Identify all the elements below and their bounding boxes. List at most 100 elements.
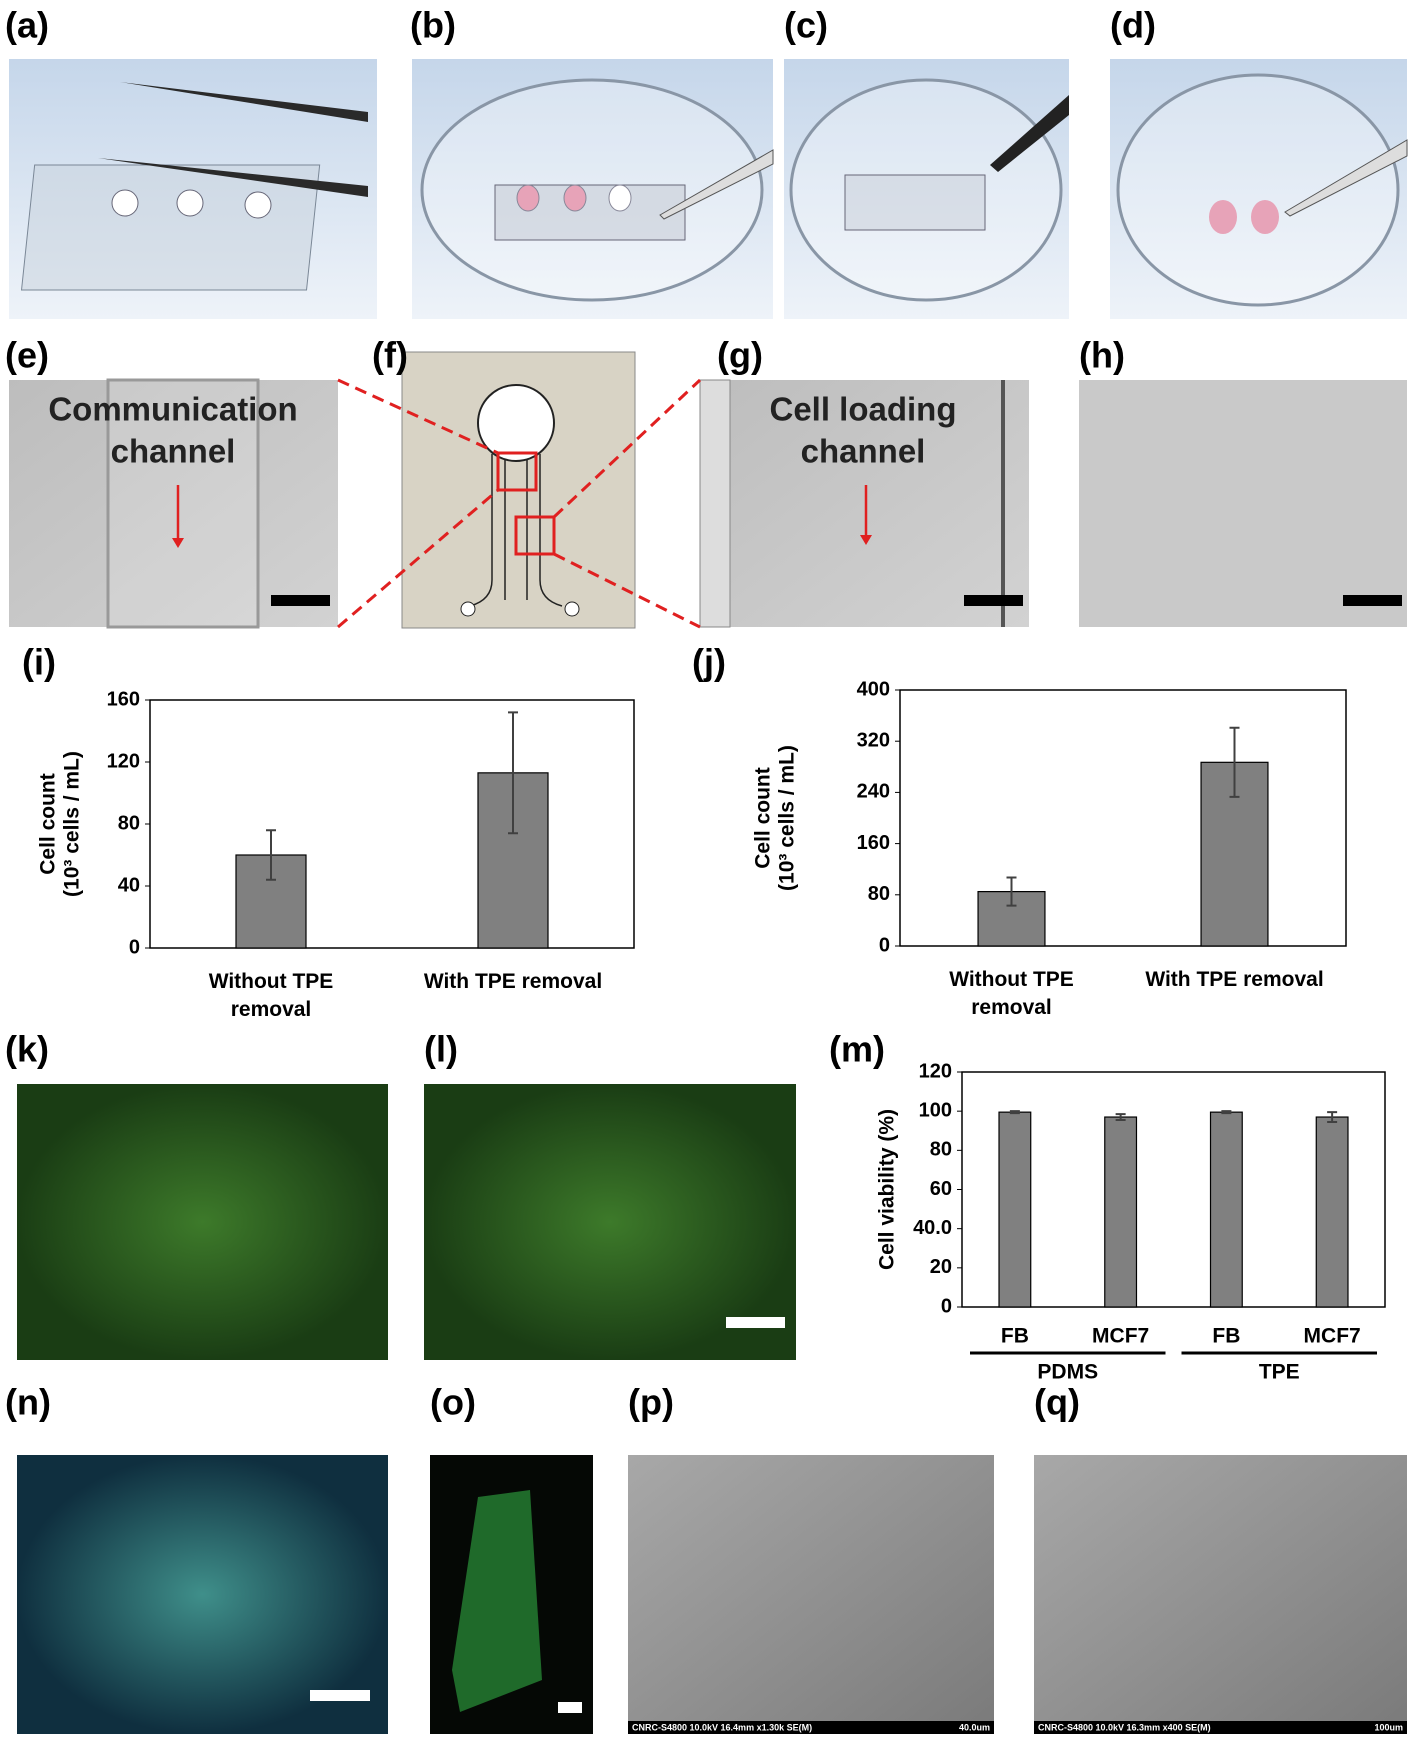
- y-axis-label: (10³ cells / mL): [61, 751, 84, 897]
- y-axis-label: Cell count: [37, 773, 60, 875]
- arrow-head: [860, 535, 872, 545]
- error-bar: [1229, 726, 1240, 798]
- panel-label: (p): [628, 1382, 674, 1423]
- panel-label: (h): [1079, 335, 1125, 376]
- plot-frame: [149, 699, 635, 949]
- panel-label: (a): [5, 5, 49, 46]
- panel-label: (j): [692, 642, 726, 683]
- well: [176, 189, 204, 217]
- zoom-line: [337, 378, 499, 455]
- channel: [699, 379, 731, 628]
- sem-info: CNRC-S4800 10.0kV 16.4mm x1.30k SE(M): [632, 1722, 812, 1732]
- photo-k: [17, 1084, 388, 1360]
- y-tick-label: 120: [919, 1060, 952, 1082]
- zoom-line: [337, 488, 499, 629]
- y-tick-label: 0: [879, 934, 890, 956]
- y-tick-label: 0: [941, 1295, 952, 1317]
- device-outline: [469, 454, 563, 607]
- panel-label: (o): [430, 1382, 476, 1423]
- y-tick-label: 20: [930, 1256, 952, 1278]
- y-axis-label: Cell count: [752, 767, 775, 869]
- panel-label: (i): [22, 642, 56, 683]
- x-tick-label: MCF7: [1092, 1325, 1149, 1348]
- annotation: channel: [801, 433, 926, 470]
- photo-l: [424, 1084, 796, 1360]
- panel-label: (e): [5, 335, 49, 376]
- spot: [608, 184, 632, 212]
- bar: [1104, 1116, 1138, 1308]
- spot: [1251, 200, 1279, 234]
- panel-label: (k): [5, 1029, 49, 1070]
- scale-bar: [271, 595, 330, 606]
- x-tick-label: FB: [1212, 1325, 1240, 1348]
- scale-bar: [726, 1317, 785, 1328]
- group-label: TPE: [1259, 1361, 1300, 1384]
- scale-bar: [964, 595, 1023, 606]
- y-tick-label: 40.0: [913, 1217, 952, 1239]
- x-tick-label: Without TPE removal: [208, 970, 334, 1021]
- y-tick-label: 60: [930, 1178, 952, 1200]
- spot: [563, 184, 587, 212]
- y-tick-label: 240: [857, 781, 890, 803]
- x-tick-label: FB: [1001, 1325, 1029, 1348]
- y-tick-label: 100: [919, 1099, 952, 1121]
- y-tick-label: 0: [129, 936, 140, 958]
- panel-label: (l): [424, 1029, 458, 1070]
- plot-frame: [899, 689, 1347, 947]
- x-tick-label: Without TPE removal: [949, 968, 1074, 1019]
- scale-bar: [310, 1690, 370, 1701]
- annotation: Communication: [48, 391, 297, 428]
- well: [111, 189, 139, 217]
- tweezer: [98, 158, 368, 197]
- bar: [1209, 1111, 1243, 1308]
- photo-g: [700, 380, 1029, 627]
- annotation: Cell loading: [769, 391, 956, 428]
- tweezer: [120, 82, 368, 122]
- photo-n: [17, 1455, 388, 1734]
- x-tick-label: With TPE removal: [1145, 968, 1324, 991]
- panel-label: (m): [829, 1029, 885, 1070]
- bar: [1315, 1116, 1349, 1308]
- sem-info: CNRC-S4800 10.0kV 16.3mm x400 SE(M): [1038, 1722, 1211, 1732]
- y-tick-label: 160: [857, 832, 890, 854]
- y-axis-label: (10³ cells / mL): [776, 745, 799, 891]
- arrow-head: [172, 538, 184, 548]
- photo-h: [1079, 380, 1407, 627]
- panel-label: (c): [784, 5, 828, 46]
- y-tick-label: 320: [857, 729, 890, 751]
- slide: [844, 174, 986, 231]
- error-bar: [1327, 1111, 1338, 1123]
- y-tick-label: 80: [930, 1139, 952, 1161]
- photo-d: [1110, 59, 1407, 319]
- slide: [20, 164, 321, 291]
- port: [460, 601, 476, 617]
- scale-bar: [558, 1702, 582, 1713]
- annotation: channel: [111, 433, 236, 470]
- y-tick-label: 400: [857, 678, 890, 700]
- group-label: PDMS: [1037, 1361, 1098, 1384]
- sem-footer: [1034, 1721, 1407, 1734]
- error-bar: [1221, 1110, 1232, 1115]
- x-tick-label: With TPE removal: [423, 970, 603, 993]
- spot: [516, 184, 540, 212]
- error-bar: [1115, 1113, 1126, 1121]
- channel: [106, 378, 260, 629]
- bar: [998, 1111, 1032, 1308]
- well: [244, 191, 272, 219]
- y-tick-label: 80: [868, 883, 890, 905]
- error-bar: [508, 711, 518, 835]
- y-tick-label: 40: [118, 874, 140, 896]
- photo-p: [628, 1455, 994, 1734]
- panel-label: (g): [717, 335, 763, 376]
- zoom-line: [553, 552, 701, 629]
- zoom-box: [496, 451, 538, 492]
- pipette: [659, 149, 774, 220]
- panel-label: (q): [1034, 1382, 1080, 1423]
- dish: [1116, 73, 1400, 307]
- spot: [1209, 200, 1237, 234]
- y-tick-label: 120: [107, 750, 140, 772]
- y-tick-label: 80: [118, 812, 140, 834]
- error-bar: [1009, 1110, 1020, 1115]
